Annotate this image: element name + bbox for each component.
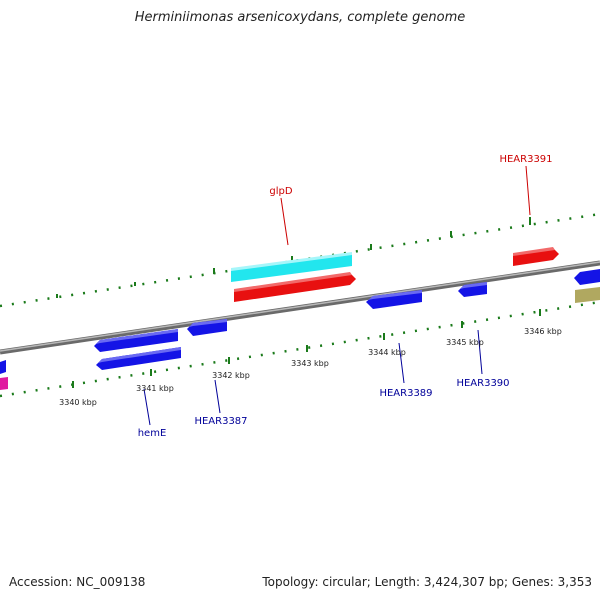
gene-hemE-shine <box>98 347 181 363</box>
map-title: Herminiimonas arsenicoxydans, complete g… <box>134 10 466 25</box>
gene-reverse-b-shine <box>460 282 487 289</box>
gene-label-hemE: hemE <box>138 428 167 439</box>
label-leaders <box>143 165 531 426</box>
gene-glpD-highlight[interactable] <box>231 254 352 282</box>
tick-label: 3345 kbp <box>446 338 484 347</box>
tick-label: 3344 kbp <box>368 348 406 357</box>
genome-backbone <box>0 260 600 355</box>
gene-reverse-c[interactable] <box>574 269 600 285</box>
lower-major-ticks <box>72 309 541 388</box>
backbone-highlight <box>0 261 600 352</box>
gene-reverse-a[interactable] <box>366 290 422 309</box>
lower-tick-track <box>0 300 600 398</box>
accession-label: Accession: NC_009138 <box>9 575 146 589</box>
gene-glpD-highlight-shine <box>231 252 352 271</box>
tick-label: 3342 kbp <box>212 371 250 380</box>
gene-other-right-edge[interactable] <box>575 287 600 303</box>
gene-label-HEAR3391: HEAR3391 <box>499 154 552 165</box>
gene-left-edge-rna[interactable] <box>0 377 8 390</box>
gene-hemE-upper-shine <box>96 329 178 344</box>
gene-label-HEAR3390: HEAR3390 <box>456 378 509 389</box>
tick-label: 3346 kbp <box>524 327 562 336</box>
gene-HEAR3391-shine <box>513 247 555 256</box>
gene-labels: glpD HEAR3391 hemE HEAR3387 HEAR3389 HEA… <box>138 154 553 439</box>
gene-left-edge-reverse[interactable] <box>0 360 6 374</box>
gene-glpD-shine <box>234 272 352 292</box>
upper-tick-track <box>0 212 600 308</box>
genome-summary: Topology: circular; Length: 3,424,307 bp… <box>262 575 592 589</box>
tick-label: 3341 kbp <box>136 384 174 393</box>
gene-reverse-a-shine <box>368 290 422 300</box>
tick-label: 3340 kbp <box>59 398 97 407</box>
gene-label-HEAR3389: HEAR3389 <box>379 388 432 399</box>
gene-label-glpD: glpD <box>269 186 292 197</box>
tick-label: 3343 kbp <box>291 359 329 368</box>
gene-label-HEAR3387: HEAR3387 <box>194 416 247 427</box>
tick-labels: 3340 kbp 3341 kbp 3342 kbp 3343 kbp 3344… <box>59 327 562 407</box>
gene-HEAR3387-shine <box>189 319 227 327</box>
gene-glpD[interactable] <box>234 273 356 302</box>
